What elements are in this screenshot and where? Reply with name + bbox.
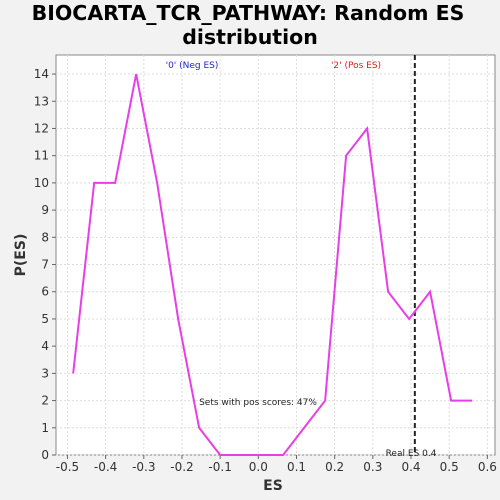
y-tick-label: 0 bbox=[41, 448, 49, 462]
real-es-label: Real ES 0.4 bbox=[386, 449, 437, 459]
y-tick-label: 9 bbox=[41, 203, 49, 217]
grid bbox=[56, 55, 495, 456]
x-tick-label: 0.1 bbox=[287, 460, 306, 474]
x-tick-label: -0.4 bbox=[94, 460, 117, 474]
y-tick-label: 14 bbox=[34, 67, 49, 81]
y-tick-label: 4 bbox=[41, 339, 49, 353]
x-tick-label: 0.4 bbox=[401, 460, 420, 474]
y-tick-label: 10 bbox=[34, 176, 49, 190]
y-tick-label: 12 bbox=[34, 121, 49, 135]
plot-area bbox=[55, 54, 496, 456]
x-tick-label: 0.6 bbox=[478, 460, 497, 474]
chart-title-line1: BIOCARTA_TCR_PATHWAY: Random ES bbox=[32, 1, 465, 25]
y-axis-label: P(ES) bbox=[13, 234, 29, 277]
y-tick-label: 7 bbox=[41, 258, 49, 272]
x-tick-label: -0.2 bbox=[170, 460, 193, 474]
y-tick-label: 8 bbox=[41, 230, 49, 244]
chart-title-line2: distribution bbox=[182, 25, 318, 49]
x-axis-label: ES bbox=[263, 478, 283, 494]
distribution-line bbox=[72, 73, 473, 456]
y-tick-label: 11 bbox=[34, 149, 49, 163]
neg-es-label: '0' (Neg ES) bbox=[166, 61, 219, 71]
y-tick-label: 1 bbox=[41, 421, 49, 435]
y-tick-label: 3 bbox=[41, 366, 49, 380]
x-tick-label: 0.0 bbox=[249, 460, 268, 474]
pos-scores-annotation: Sets with pos scores: 47% bbox=[199, 398, 317, 408]
y-tick-label: 5 bbox=[41, 312, 49, 326]
y-tick-label: 2 bbox=[41, 394, 49, 408]
x-tick-label: -0.5 bbox=[56, 460, 79, 474]
pos-es-label: '2' (Pos ES) bbox=[331, 61, 381, 71]
x-tick-label: 0.5 bbox=[440, 460, 459, 474]
x-tick-label: 0.3 bbox=[363, 460, 382, 474]
x-tick-label: -0.1 bbox=[208, 460, 231, 474]
x-axis-ticks: -0.5 -0.4 -0.3 -0.2 -0.1 0.0 0.1 0.2 0.3 0.4 0.5 0.… bbox=[56, 455, 497, 474]
x-tick-label: 0.2 bbox=[325, 460, 344, 474]
x-tick-label: -0.3 bbox=[132, 460, 155, 474]
y-tick-label: 6 bbox=[41, 285, 49, 299]
y-tick-label: 13 bbox=[34, 94, 49, 108]
